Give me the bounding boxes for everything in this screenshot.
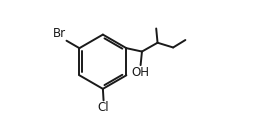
Text: Cl: Cl <box>98 102 109 114</box>
Text: Br: Br <box>53 27 66 40</box>
Text: OH: OH <box>132 66 150 79</box>
